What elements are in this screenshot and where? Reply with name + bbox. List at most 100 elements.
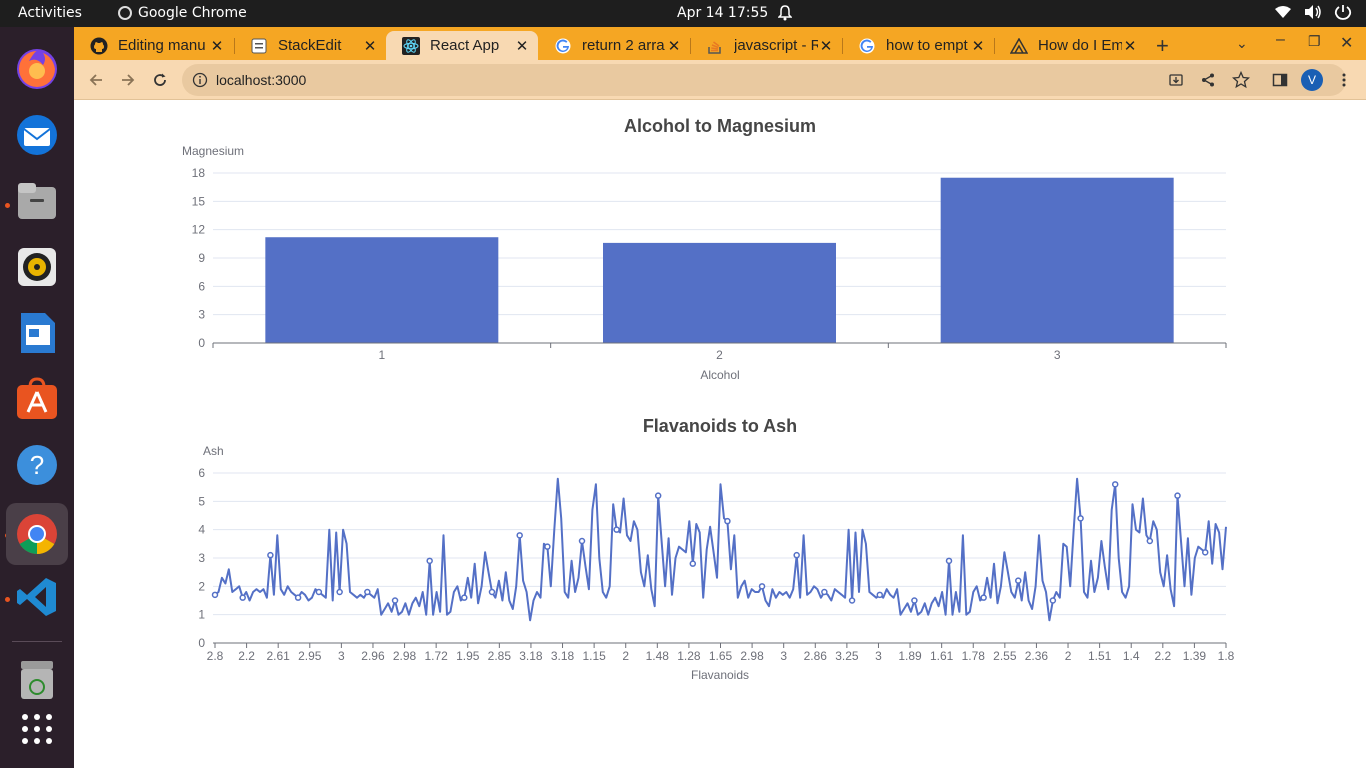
x-tick-label: 2.98 <box>393 649 417 663</box>
data-point <box>1077 515 1084 522</box>
data-point <box>980 594 987 601</box>
google-icon <box>858 37 876 55</box>
tab-label: Editing manu <box>118 37 206 54</box>
data-point <box>793 551 800 559</box>
tab-search-button[interactable]: ⌄ <box>1236 35 1248 51</box>
close-icon[interactable]: ✕ <box>515 37 529 55</box>
dock: ? <box>0 27 74 768</box>
tab-return-2-arra[interactable]: return 2 arra ✕ <box>538 31 690 60</box>
app-center-launcher[interactable] <box>13 375 61 423</box>
stackedit-icon <box>250 37 268 55</box>
rhythmbox-launcher[interactable] <box>13 243 61 291</box>
side-panel-button[interactable] <box>1268 68 1292 92</box>
profile-button[interactable]: V <box>1300 68 1324 92</box>
chrome-launcher[interactable] <box>6 503 68 565</box>
x-tick-label: 1.48 <box>646 649 670 663</box>
avatar: V <box>1301 69 1323 91</box>
x-tick-label: 1.8 <box>1218 649 1235 663</box>
close-icon[interactable]: ✕ <box>363 37 377 55</box>
app-menu[interactable]: Google Chrome <box>118 5 247 21</box>
avatar-initial: V <box>1307 73 1316 87</box>
forward-button[interactable] <box>116 68 140 92</box>
address-bar[interactable]: localhost:3000 <box>182 64 1346 96</box>
x-tick-label: 2 <box>716 348 723 362</box>
help-launcher[interactable]: ? <box>13 441 61 489</box>
writer-icon <box>21 313 55 353</box>
system-top-bar: Activities Google Chrome Apr 14 17:55 <box>0 0 1366 27</box>
y-axis-label: Magnesium <box>182 144 244 158</box>
files-icon <box>18 183 56 219</box>
data-point <box>461 594 468 601</box>
close-icon[interactable]: ✕ <box>1123 37 1137 55</box>
data-point <box>364 588 371 596</box>
tab-editing-manu[interactable]: Editing manu ✕ <box>74 31 233 60</box>
data-point <box>1015 577 1022 584</box>
help-icon: ? <box>17 445 57 485</box>
files-launcher[interactable] <box>13 177 61 225</box>
tab-label: React App <box>430 37 500 54</box>
window-close-button[interactable]: ✕ <box>1340 35 1354 52</box>
y-tick-label: 9 <box>198 251 205 265</box>
y-tick-label: 6 <box>198 279 205 293</box>
tab-how-to-empt[interactable]: how to empt ✕ <box>842 31 994 60</box>
new-tab-button[interactable]: + <box>1156 33 1169 58</box>
y-tick-label: 4 <box>198 523 205 537</box>
x-axis-label: Alcohol <box>700 368 739 382</box>
tab-how-do-i-em[interactable]: How do I Em ✕ <box>994 31 1146 60</box>
minimize-button[interactable]: – <box>1276 31 1285 48</box>
data-point <box>911 597 918 604</box>
x-tick-label: 1.4 <box>1123 649 1140 663</box>
y-tick-label: 6 <box>198 466 205 480</box>
vscode-launcher[interactable] <box>13 573 61 621</box>
close-icon[interactable]: ✕ <box>971 37 985 55</box>
trash-launcher[interactable] <box>13 655 61 703</box>
show-apps-button[interactable] <box>13 705 61 753</box>
chrome-menu-button[interactable] <box>1332 68 1356 92</box>
y-tick-label: 3 <box>198 308 205 322</box>
x-tick-label: 1.78 <box>962 649 986 663</box>
app-center-icon <box>17 377 57 419</box>
tab-javascript-r[interactable]: javascript - R ✕ <box>690 31 842 60</box>
rhythmbox-icon <box>18 248 56 286</box>
trash-icon <box>21 661 53 699</box>
data-point <box>724 517 731 525</box>
stackoverflow-icon <box>706 37 724 55</box>
back-button[interactable] <box>84 68 108 92</box>
data-point <box>821 588 828 596</box>
activities-button[interactable]: Activities <box>18 5 82 21</box>
writer-launcher[interactable] <box>13 309 61 357</box>
power-icon <box>1334 5 1352 20</box>
y-tick-label: 1 <box>198 608 205 622</box>
x-tick-label: 3 <box>780 649 787 663</box>
bookmark-star-icon[interactable] <box>1232 71 1250 89</box>
system-tray[interactable] <box>1274 4 1352 20</box>
tab-stackedit[interactable]: StackEdit ✕ <box>234 31 386 60</box>
tab-react-app[interactable]: React App ✕ <box>386 31 538 60</box>
data-point <box>544 543 551 550</box>
kebab-menu-icon <box>1342 73 1346 87</box>
close-icon[interactable]: ✕ <box>210 37 224 55</box>
firefox-launcher[interactable] <box>13 45 61 93</box>
clock[interactable]: Apr 14 17:55 <box>677 5 793 21</box>
x-tick-label: 1.39 <box>1183 649 1207 663</box>
thunderbird-launcher[interactable] <box>13 111 61 159</box>
volume-icon <box>1305 5 1321 19</box>
maximize-button[interactable]: ❐ <box>1308 33 1321 49</box>
tab-label: return 2 arra <box>582 37 665 54</box>
info-icon[interactable] <box>192 72 208 88</box>
data-point <box>1111 481 1119 488</box>
data-point <box>654 492 662 499</box>
x-tick-label: 1.28 <box>677 649 701 663</box>
data-point <box>848 597 856 604</box>
close-icon[interactable]: ✕ <box>667 37 681 55</box>
close-icon[interactable]: ✕ <box>819 37 833 55</box>
bar <box>940 177 1174 343</box>
x-tick-label: 1.15 <box>582 649 606 663</box>
tab-label: How do I Em <box>1038 37 1122 54</box>
bell-icon <box>778 5 793 21</box>
share-icon[interactable] <box>1200 72 1216 88</box>
reload-button[interactable] <box>148 68 172 92</box>
url-text[interactable]: localhost:3000 <box>216 72 307 88</box>
data-point <box>488 588 496 596</box>
install-app-icon[interactable] <box>1168 72 1184 88</box>
